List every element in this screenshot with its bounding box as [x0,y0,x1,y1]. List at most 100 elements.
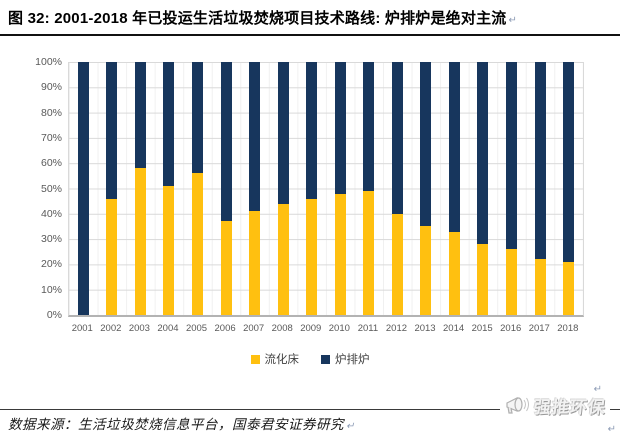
y-axis-tick-label: 90% [40,81,62,94]
bar-column-2009 [306,62,318,315]
y-axis-tick-label: 80% [40,106,62,119]
bar-segment-grate-furnace [277,62,289,204]
x-axis-tick-label: 2001 [71,323,93,334]
bar-segment-fluidized-bed [363,191,375,315]
bar-segment-fluidized-bed [334,193,346,315]
x-axis-tick-label: 2012 [385,323,408,334]
legend-item: 流化床 [250,351,300,367]
bar-column-2011 [363,62,375,315]
y-axis-tick-labels: 100% 90% 80% 70% 60% 50% 40% 30% 20% 10% 0% [0,56,62,321]
x-axis-tick-label: 2006 [214,323,236,334]
x-axis-tick-label: 2007 [243,323,265,334]
bar-column-2012 [391,62,403,315]
watermark-text: 强推环保 [532,397,607,417]
bar-segment-grate-furnace [563,62,575,262]
bar-segment-grate-furnace [363,62,375,192]
y-axis-tick-label: 30% [40,233,62,246]
bar-column-2017 [534,62,546,315]
bar-segment-fluidized-bed [134,168,146,315]
bar-segment-grate-furnace [191,62,203,174]
x-axis-tick-label: 2017 [528,323,550,334]
bar-segment-fluidized-bed [220,221,232,315]
figure-title: 图 32: 2001-2018 年已投运生活垃圾焚烧项目技术路线: 炉排炉是绝对… [0,0,620,36]
bar-column-2001 [77,62,89,315]
bar-segment-grate-furnace [391,62,403,214]
x-axis-tick-labels: 2001 2002 2003 2004 2005 2006 2007 2008 2009 2010… [68,323,582,334]
paragraph-return-mark: ↵ [593,384,602,395]
bar-segment-fluidized-bed [563,261,575,315]
data-source-text: 数据来源：生活垃圾焚烧信息平台，国泰君安证券研究 [8,417,344,432]
bar-segment-fluidized-bed [477,244,489,315]
x-axis-tick-label: 2004 [157,323,179,334]
legend-swatch-icon [321,354,330,364]
bar-column-2006 [220,62,232,315]
bar-series-container [69,62,583,315]
bar-segment-grate-furnace [448,62,460,232]
x-axis-tick-label: 2008 [271,323,293,334]
bar-segment-grate-furnace [420,62,432,227]
bar-segment-fluidized-bed [534,259,546,315]
y-axis-tick-label: 50% [40,182,62,195]
bar-segment-grate-furnace [163,62,175,186]
bar-column-2016 [505,62,517,315]
paragraph-return-mark: ↵ [607,424,616,435]
bar-segment-fluidized-bed [277,203,289,315]
x-axis-tick-label: 2014 [443,323,465,334]
y-axis-tick-label: 40% [40,207,62,220]
legend-item: 炉排炉 [321,351,370,367]
bar-segment-fluidized-bed [191,173,203,315]
figure-title-text: 图 32: 2001-2018 年已投运生活垃圾焚烧项目技术路线: 炉排炉是绝对… [8,10,507,27]
x-axis-tick-label: 2016 [500,323,522,334]
paragraph-return-mark: ↵ [508,15,518,26]
x-axis-tick-label: 2003 [128,323,150,334]
bar-column-2003 [134,62,146,315]
bar-column-2014 [448,62,460,315]
x-axis-tick-label: 2011 [357,323,379,334]
bar-segment-grate-furnace [249,62,261,212]
bar-segment-grate-furnace [134,62,146,169]
bar-segment-fluidized-bed [106,198,118,315]
bar-segment-fluidized-bed [391,213,403,315]
bar-segment-grate-furnace [334,62,346,194]
x-axis-tick-label: 2010 [328,323,350,334]
bar-column-2013 [420,62,432,315]
x-axis-tick-label: 2002 [100,323,122,334]
bar-segment-fluidized-bed [420,226,432,315]
x-axis-tick-label: 2009 [300,323,322,334]
y-axis-tick-label: 100% [35,56,62,68]
bar-column-2007 [249,62,261,315]
legend-label: 流化床 [264,354,300,366]
legend-label: 炉排炉 [335,354,370,366]
bar-column-2005 [191,62,203,315]
y-axis-tick-label: 60% [40,157,62,170]
plot-area [68,62,584,317]
bar-segment-fluidized-bed [448,231,460,315]
y-axis-tick-label: 20% [40,258,62,271]
y-axis-tick-label: 0% [46,309,62,321]
bar-column-2002 [106,62,118,315]
bar-column-2008 [277,62,289,315]
y-axis-tick-label: 10% [40,283,62,296]
bar-segment-grate-furnace [534,62,546,260]
bar-segment-grate-furnace [106,62,118,199]
bar-column-2010 [334,62,346,315]
paragraph-return-mark: ↵ [346,421,355,432]
megaphone-icon [504,394,530,416]
bar-segment-grate-furnace [77,62,89,315]
bar-segment-grate-furnace [477,62,489,245]
bar-segment-grate-furnace [505,62,517,250]
bar-segment-fluidized-bed [163,185,175,315]
bar-segment-fluidized-bed [249,211,261,315]
x-axis-tick-label: 2018 [557,323,579,334]
bar-segment-fluidized-bed [306,198,318,315]
bar-segment-grate-furnace [220,62,232,222]
x-axis-tick-label: 2005 [185,323,208,334]
x-axis-tick-label: 2013 [414,323,436,334]
legend-swatch-icon [250,354,260,364]
figure-bottom-rule [0,409,620,410]
bar-segment-grate-furnace [306,62,318,199]
y-axis-tick-label: 70% [40,131,62,144]
bar-column-2015 [477,62,489,315]
data-source-note: 数据来源：生活垃圾焚烧信息平台，国泰君安证券研究 ↵ [8,413,355,433]
bar-segment-fluidized-bed [505,249,517,315]
